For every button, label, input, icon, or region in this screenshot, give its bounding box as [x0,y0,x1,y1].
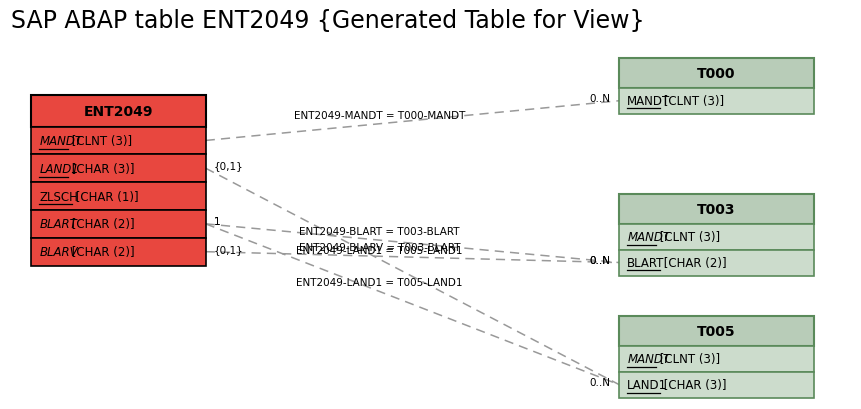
Text: 0..N: 0..N [590,94,610,103]
Text: [CHAR (2)]: [CHAR (2)] [660,256,727,270]
Bar [619,346,814,372]
Text: MANDT: MANDT [40,135,83,148]
Text: [CLNT (3)]: [CLNT (3)] [68,135,133,148]
Text: BLART: BLART [628,256,665,270]
Text: [CHAR (2)]: [CHAR (2)] [68,218,135,231]
Bar [619,372,814,398]
Text: 0..N: 0..N [590,255,610,265]
Text: SAP ABAP table ENT2049 {Generated Table for View}: SAP ABAP table ENT2049 {Generated Table … [11,9,645,33]
Text: {0,1}: {0,1} [214,244,244,254]
Bar [31,183,206,211]
Bar [619,89,814,115]
Bar [619,224,814,250]
Text: 0..N: 0..N [590,377,610,387]
Text: ENT2049: ENT2049 [84,104,153,118]
Text: [CHAR (2)]: [CHAR (2)] [68,245,135,258]
Text: [CLNT (3)]: [CLNT (3)] [660,95,724,108]
Text: ENT2049-BLART = T003-BLART: ENT2049-BLART = T003-BLART [300,227,460,236]
Text: {0,1}: {0,1} [214,161,244,171]
Text: BLARV: BLARV [40,245,77,258]
Bar [619,317,814,346]
Text: 1: 1 [214,216,220,226]
Text: LAND1: LAND1 [628,378,667,391]
Bar [31,96,206,127]
Text: MANDT: MANDT [628,353,671,366]
Text: MANDT: MANDT [628,231,671,244]
Bar [31,211,206,238]
Bar [619,59,814,89]
Text: ZLSCH: ZLSCH [40,190,78,203]
Bar [31,238,206,266]
Text: [CHAR (1)]: [CHAR (1)] [71,190,139,203]
Text: [CLNT (3)]: [CLNT (3)] [656,353,721,366]
Text: LAND1: LAND1 [40,162,79,175]
Text: T000: T000 [697,67,736,81]
Bar [31,127,206,155]
Text: ENT2049-BLARV = T003-BLART: ENT2049-BLARV = T003-BLART [299,243,461,253]
Text: [CHAR (3)]: [CHAR (3)] [660,378,727,391]
Text: ENT2049-LAND1 = T005-LAND1: ENT2049-LAND1 = T005-LAND1 [296,246,462,256]
Bar [31,155,206,183]
Text: ENT2049-MANDT = T000-MANDT: ENT2049-MANDT = T000-MANDT [294,110,465,121]
Bar [619,195,814,224]
Text: ENT2049-LAND1 = T005-LAND1: ENT2049-LAND1 = T005-LAND1 [296,278,462,288]
Text: MANDT: MANDT [628,95,671,108]
Text: T005: T005 [697,324,736,338]
Text: [CHAR (3)]: [CHAR (3)] [68,162,134,175]
Text: T003: T003 [697,202,736,216]
Text: 1: 1 [214,216,220,226]
Text: 0..N: 0..N [590,255,610,265]
Text: [CLNT (3)]: [CLNT (3)] [656,231,721,244]
Bar [619,250,814,276]
Text: BLART: BLART [40,218,77,231]
